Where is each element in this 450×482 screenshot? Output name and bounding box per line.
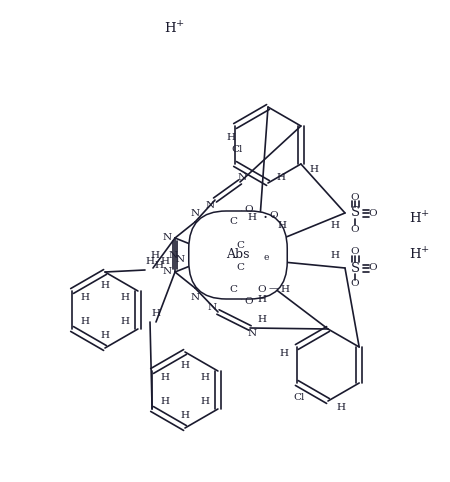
Text: H: H (161, 374, 170, 383)
Text: N: N (238, 173, 247, 182)
Text: H: H (121, 294, 130, 303)
Text: O: O (369, 209, 377, 217)
Text: N: N (206, 201, 215, 210)
Text: +: + (421, 245, 429, 254)
Text: N: N (168, 251, 178, 259)
Text: H: H (337, 402, 346, 412)
Text: C: C (236, 263, 244, 271)
Text: +: + (176, 18, 184, 27)
Text: H: H (257, 316, 266, 324)
Text: O: O (351, 225, 359, 233)
Text: H: H (279, 348, 288, 358)
Text: N: N (162, 268, 171, 277)
Text: H: H (150, 251, 159, 259)
Text: O: O (270, 212, 278, 220)
Text: H: H (180, 411, 189, 419)
Text: H: H (161, 257, 170, 267)
Text: H: H (161, 398, 170, 406)
Text: N: N (190, 209, 199, 217)
Text: ·: · (262, 210, 268, 227)
Text: N: N (162, 233, 171, 242)
Text: S: S (351, 262, 360, 275)
Text: C: C (229, 284, 237, 294)
Text: H: H (152, 309, 161, 319)
Text: H: H (409, 249, 421, 262)
Text: C: C (229, 216, 237, 226)
Text: O: O (245, 204, 253, 214)
Text: N: N (207, 304, 216, 312)
Text: e: e (263, 253, 269, 262)
Text: H: H (81, 294, 90, 303)
Text: N: N (176, 254, 184, 264)
Text: O: O (258, 284, 266, 294)
Text: H: H (164, 22, 176, 35)
Text: H: H (276, 174, 285, 183)
Text: H: H (145, 257, 154, 267)
Text: Cl: Cl (293, 393, 305, 402)
Text: H: H (248, 214, 256, 223)
Text: O: O (351, 247, 359, 256)
Text: Cl: Cl (231, 146, 243, 155)
Text: H: H (121, 318, 130, 326)
Text: H: H (81, 318, 90, 326)
Text: O: O (245, 296, 253, 306)
Text: H: H (310, 164, 319, 174)
Text: Abs: Abs (226, 249, 250, 262)
Text: N: N (248, 330, 256, 338)
Text: H: H (280, 284, 289, 294)
Text: H: H (180, 361, 189, 370)
Text: C: C (236, 241, 244, 250)
Text: O: O (369, 264, 377, 272)
Text: +: + (421, 209, 429, 217)
Text: H: H (330, 252, 339, 260)
Text: —: — (269, 284, 279, 294)
Text: H: H (278, 222, 287, 230)
Text: H: H (330, 220, 339, 229)
Text: H: H (154, 262, 163, 270)
Text: H: H (227, 134, 236, 143)
Text: S: S (351, 206, 360, 219)
Text: H: H (100, 331, 109, 339)
Text: O: O (351, 192, 359, 201)
Text: H: H (100, 281, 109, 290)
Text: H: H (200, 374, 209, 383)
Text: H: H (409, 212, 421, 225)
Text: O: O (351, 280, 359, 289)
Text: H: H (200, 398, 209, 406)
Text: H: H (257, 295, 266, 304)
Text: N: N (190, 293, 199, 302)
